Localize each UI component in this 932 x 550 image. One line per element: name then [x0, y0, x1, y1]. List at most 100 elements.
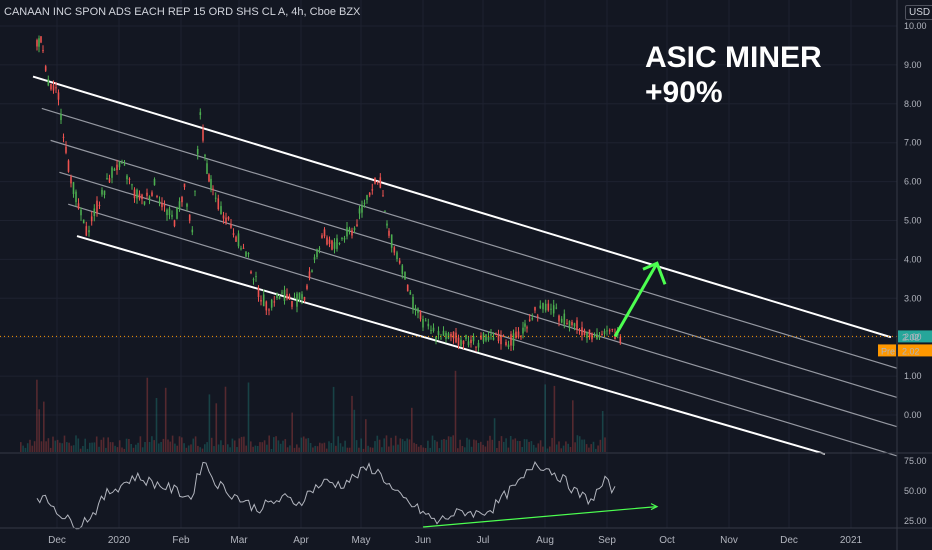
candle: [321, 235, 323, 238]
candle: [522, 327, 524, 334]
candle: [90, 216, 93, 222]
volume-bar: [521, 447, 523, 452]
candle: [222, 215, 225, 219]
candle: [210, 178, 212, 189]
volume-bar: [155, 398, 158, 452]
candle: [480, 335, 482, 340]
y-tick-label: 1.00: [904, 371, 922, 381]
volume-bar: [367, 445, 369, 452]
volume-bar: [118, 440, 121, 452]
volume-bar: [477, 443, 480, 452]
volume-bar: [316, 446, 319, 452]
candle: [465, 334, 467, 339]
volume-bar: [282, 440, 284, 452]
candle: [396, 252, 398, 260]
candle: [534, 307, 536, 311]
candle: [96, 200, 98, 213]
volume-bar: [344, 440, 346, 452]
volume-bar: [105, 447, 107, 452]
volume-bar: [263, 440, 266, 452]
candle: [558, 315, 560, 322]
candle: [153, 179, 156, 186]
candle: [38, 38, 40, 47]
candle: [212, 188, 214, 190]
volume-bar: [162, 438, 165, 452]
candle: [505, 341, 507, 346]
candle: [65, 146, 67, 153]
candle: [98, 204, 101, 206]
volume-bar: [302, 436, 305, 452]
volume-bar: [284, 439, 287, 452]
volume-bar: [392, 445, 395, 452]
candle: [276, 294, 278, 298]
candle: [306, 285, 308, 289]
candle: [178, 201, 181, 209]
candle: [462, 340, 465, 345]
volume-bar: [220, 440, 222, 452]
candle: [606, 330, 608, 332]
annotation-text[interactable]: ASIC MINER +90%: [645, 40, 822, 110]
volume-bar: [259, 442, 261, 452]
candle: [475, 346, 477, 348]
volume-bar: [217, 444, 220, 452]
volume-bar: [245, 445, 247, 452]
volume-bar: [383, 438, 385, 452]
volume-bar: [468, 439, 471, 452]
volume-bar: [413, 442, 415, 452]
volume-bar: [427, 440, 429, 452]
candle: [121, 162, 123, 164]
candle: [583, 330, 586, 335]
x-tick-label: Jul: [477, 535, 490, 546]
volume-bar: [376, 435, 379, 452]
volume-bar: [300, 437, 303, 452]
rsi-divergence-line: [422, 506, 658, 528]
volume-bar: [569, 447, 572, 452]
candle: [257, 287, 260, 297]
candle: [452, 331, 455, 339]
volume-bar: [128, 439, 130, 452]
currency-button[interactable]: USD: [905, 5, 932, 20]
last-price-line: 2.02 Pre 2.02: [0, 330, 932, 357]
volume-bar: [77, 438, 80, 452]
candle: [348, 228, 351, 231]
candle: [62, 136, 65, 138]
candle: [186, 203, 188, 207]
rsi-divergence-arrowhead: [650, 503, 659, 511]
candle: [552, 305, 555, 314]
x-tick-label: May: [352, 535, 371, 546]
volume-bar: [222, 445, 224, 452]
rsi-pane: [36, 460, 659, 530]
volume-bar: [151, 436, 153, 452]
volume-bar: [461, 446, 464, 452]
volume-bar: [381, 447, 383, 452]
candle: [260, 299, 262, 302]
candle: [250, 271, 252, 274]
volume-bar: [135, 444, 137, 452]
volume-bar: [254, 445, 257, 452]
candle: [326, 237, 328, 245]
candle: [291, 301, 293, 307]
candle: [555, 307, 558, 309]
volume-bar: [236, 447, 238, 452]
candle: [338, 243, 341, 244]
volume-bar: [319, 442, 321, 452]
volume-bar: [537, 443, 540, 452]
x-tick-label: Aug: [536, 535, 554, 546]
candle: [281, 292, 283, 294]
candle: [445, 332, 447, 339]
volume-bar: [112, 442, 114, 452]
volume-bar: [482, 444, 484, 452]
candle: [72, 182, 75, 194]
volume-bar: [388, 446, 390, 452]
candle: [560, 318, 563, 323]
volume-bar: [286, 447, 289, 452]
annotation-arrow[interactable]: [613, 261, 667, 338]
candle: [288, 295, 291, 300]
candle: [588, 329, 591, 338]
volume-bar: [353, 409, 356, 452]
y-tick-label: 4.00: [904, 254, 922, 264]
candle: [390, 234, 393, 248]
volume-bar: [599, 439, 602, 452]
parallel-channel[interactable]: [32, 75, 898, 457]
